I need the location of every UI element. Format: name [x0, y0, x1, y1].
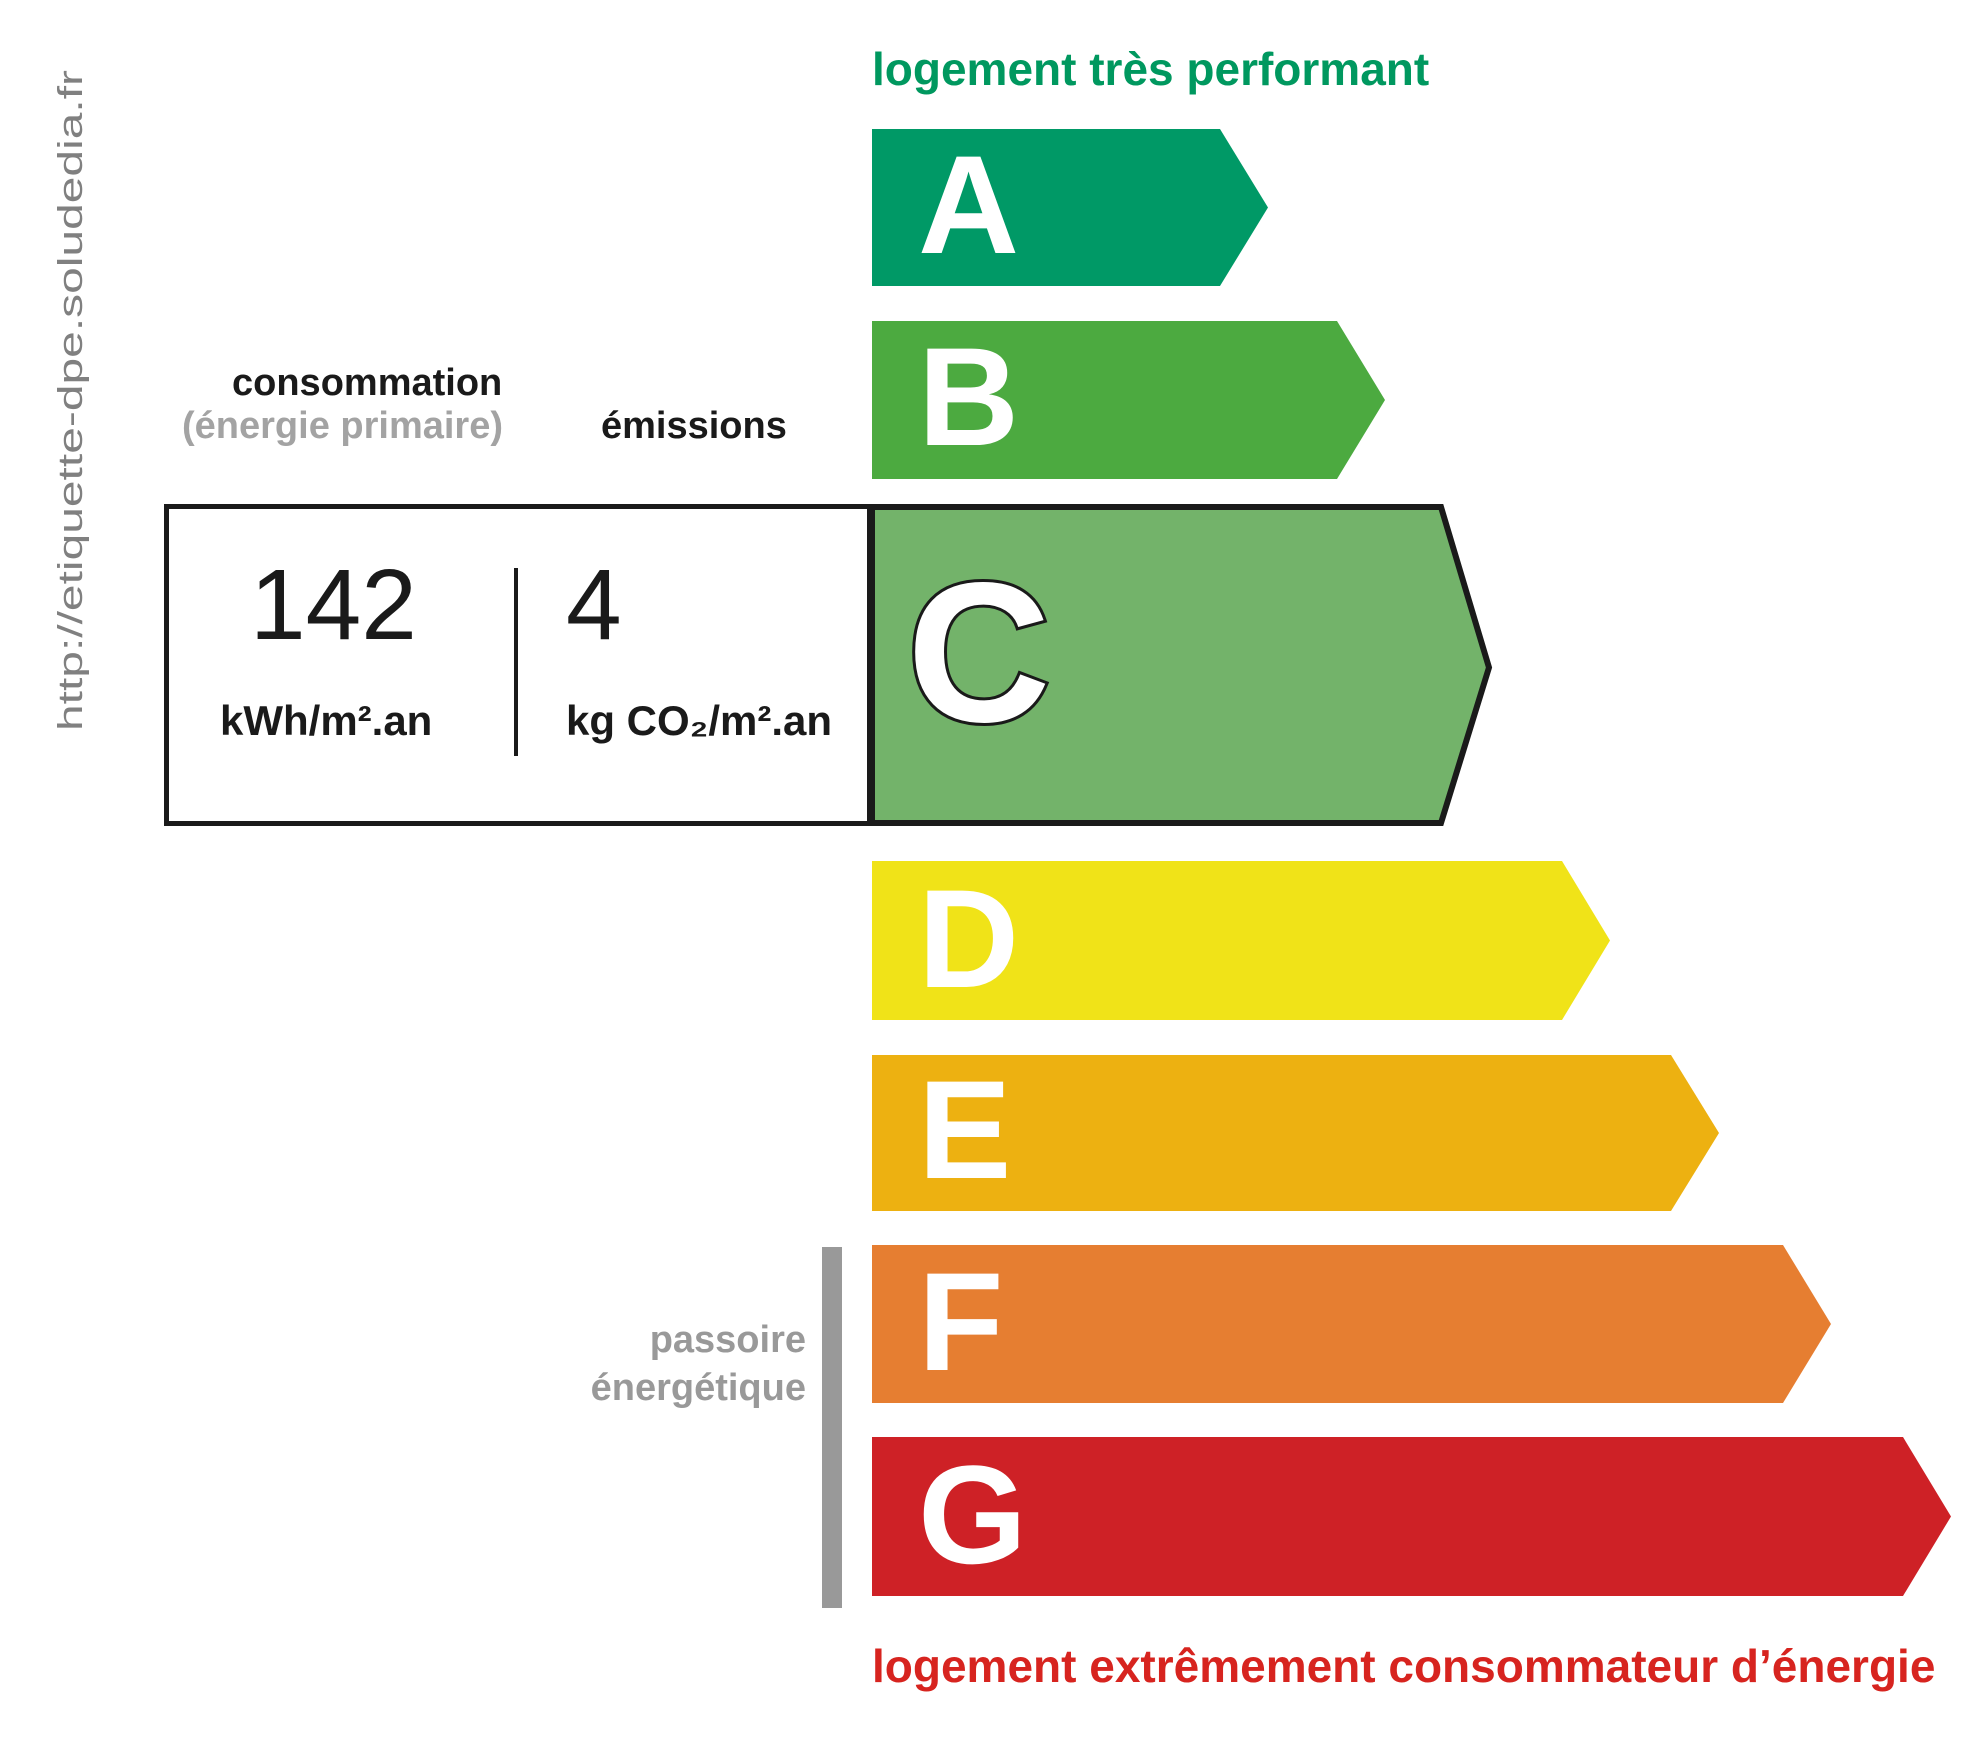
- svg-text:D: D: [918, 860, 1019, 1017]
- svg-text:E: E: [918, 1051, 1011, 1208]
- svg-text:F: F: [918, 1243, 1004, 1400]
- svg-text:B: B: [918, 318, 1019, 475]
- svg-text:C: C: [907, 542, 1051, 764]
- svg-text:G: G: [918, 1436, 1027, 1593]
- svg-text:A: A: [918, 126, 1019, 283]
